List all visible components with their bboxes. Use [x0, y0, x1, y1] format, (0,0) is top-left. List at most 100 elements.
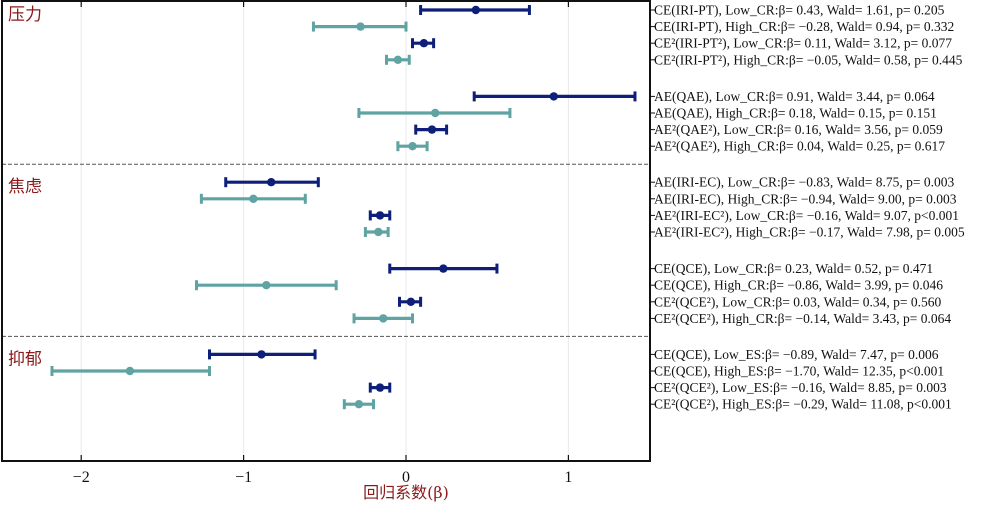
row-stats: β= 0.18, Wald= 0.15,: [771, 106, 889, 121]
point-estimate: [257, 350, 266, 359]
row-term: CE²(QCE²), Low_CR:: [654, 294, 775, 309]
error-bar-low: [368, 382, 392, 393]
row-label: AE²(QAE²), Low_CR:β= 0.16, Wald= 3.56, p…: [654, 122, 943, 137]
row-p-value: p<0.001: [899, 364, 944, 379]
point-estimate: [406, 297, 416, 306]
x-tick-label: 1: [564, 469, 572, 486]
row-label: CE²(QCE²), High_CR:β= −0.14, Wald= 3.43,…: [654, 311, 951, 326]
row-stats: β= −0.89, Wald= 7.47,: [765, 347, 890, 362]
row-p-value: p= 0.617: [897, 139, 945, 154]
row-stats: β= −0.16, Wald= 8.85,: [773, 380, 898, 395]
row-term: CE(QCE), Low_ES:: [654, 347, 765, 362]
x-tick-label: 0: [402, 469, 410, 486]
row-label: CE²(QCE²), High_ES:β= −0.29, Wald= 11.08…: [654, 397, 952, 412]
row-p-value: p= 0.005: [916, 225, 964, 240]
row-label: CE(IRI-PT), High_CR:β= −0.28, Wald= 0.94…: [654, 19, 954, 34]
error-bar-high: [363, 227, 390, 237]
row-stats: β= −0.83, Wald= 8.75,: [781, 175, 906, 190]
error-bar-low: [472, 91, 637, 102]
row-term: AE²(QAE²), Low_CR:: [654, 122, 777, 137]
row-label: CE(IRI-PT), Low_CR:β= 0.43, Wald= 1.61, …: [654, 3, 945, 18]
point-estimate: [375, 211, 385, 220]
point-estimate: [408, 142, 417, 151]
row-label: AE(IRI-EC), Low_CR:β= −0.83, Wald= 8.75,…: [654, 175, 954, 190]
row-stats: β= −0.16, Wald= 9.07,: [789, 208, 914, 223]
point-estimate: [427, 125, 437, 134]
row-term: AE(QAE), High_CR:: [654, 106, 771, 121]
row-term: CE(QCE), High_ES:: [654, 364, 767, 379]
row-term: AE²(QAE²), High_CR:: [654, 139, 779, 154]
row-term: AE(IRI-EC), High_CR:: [654, 191, 783, 206]
row-label: AE(IRI-EC), High_CR:β= −0.94, Wald= 9.00…: [654, 191, 957, 206]
row-stats: β= 0.03, Wald= 0.34,: [775, 294, 893, 309]
x-axis: −2 −1 0 1: [73, 1, 572, 486]
row-label: AE²(IRI-EC²), Low_CR:β= −0.16, Wald= 9.0…: [654, 208, 959, 223]
error-bar-low: [419, 5, 531, 15]
group-separators: [2, 163, 650, 337]
error-bar-high: [396, 141, 429, 152]
row-p-value: p= 0.003: [908, 191, 956, 206]
row-p-value: p<0.001: [914, 208, 959, 223]
row-stats: β= −0.28, Wald= 0.94,: [781, 19, 906, 34]
error-bar-low: [398, 296, 423, 307]
point-estimate: [471, 5, 481, 15]
row-label: CE²(QCE²), Low_ES:β= −0.16, Wald= 8.85, …: [654, 380, 947, 395]
row-term: AE(IRI-EC), Low_CR:: [654, 175, 781, 190]
error-bar-high: [342, 399, 376, 410]
group-label: 抑郁: [8, 349, 42, 369]
row-term: AE²(IRI-EC²), High_CR:: [654, 225, 791, 240]
error-bar-high: [352, 313, 414, 324]
point-estimate: [249, 194, 258, 203]
group-label: 压力: [8, 5, 42, 25]
row-term: CE(IRI-PT), Low_CR:: [654, 3, 779, 18]
row-stats: β= −0.86, Wald= 3.99,: [770, 278, 895, 293]
x-tick-label: −1: [235, 469, 252, 486]
x-axis-label: 回归系数(β): [363, 483, 449, 502]
row-label: AE²(IRI-EC²), High_CR:β= −0.17, Wald= 7.…: [654, 225, 965, 240]
row-term: CE(IRI-PT), High_CR:: [654, 19, 781, 34]
point-estimate: [125, 366, 135, 376]
point-estimate: [393, 55, 403, 64]
row-label: CE(QCE), Low_CR:β= 0.23, Wald= 0.52, p= …: [654, 261, 933, 276]
row-label: CE²(IRI-PT²), Low_CR:β= 0.11, Wald= 3.12…: [654, 36, 952, 51]
point-estimate: [431, 108, 440, 118]
row-term: CE²(QCE²), Low_ES:: [654, 380, 773, 395]
row-label: CE(QCE), High_CR:β= −0.86, Wald= 3.99, p…: [654, 278, 943, 293]
row-label: AE(QAE), Low_CR:β= 0.91, Wald= 3.44, p= …: [654, 89, 935, 104]
row-label: AE(QAE), High_CR:β= 0.18, Wald= 0.15, p=…: [654, 106, 937, 121]
row-stats: β= 0.43, Wald= 1.61,: [779, 3, 897, 18]
error-bar-high: [385, 54, 411, 65]
row-stats: β= 0.23, Wald= 0.52,: [767, 261, 885, 276]
row-stats: β= 0.11, Wald= 3.12,: [787, 36, 904, 51]
row-p-value: p= 0.064: [903, 311, 951, 326]
row-term: AE²(IRI-EC²), Low_CR:: [654, 208, 789, 223]
row-term: CE²(QCE²), High_CR:: [654, 311, 778, 326]
row-p-value: p= 0.003: [898, 380, 946, 395]
row-label: AE²(QAE²), High_CR:β= 0.04, Wald= 0.25, …: [654, 139, 945, 154]
error-bar-low: [388, 263, 499, 274]
point-estimate: [374, 227, 383, 237]
point-estimate: [375, 383, 385, 392]
row-p-value: p= 0.332: [906, 19, 954, 34]
row-p-value: p= 0.560: [893, 294, 941, 309]
point-estimate: [267, 178, 276, 187]
row-label: CE²(QCE²), Low_CR:β= 0.03, Wald= 0.34, p…: [654, 294, 941, 309]
row-term: CE(QCE), High_CR:: [654, 278, 770, 293]
row-term: CE(QCE), Low_CR:: [654, 261, 767, 276]
point-estimate: [356, 22, 365, 31]
point-estimate: [379, 314, 388, 323]
error-bar-low: [368, 210, 392, 221]
row-stats: β= 0.16, Wald= 3.56,: [777, 122, 895, 137]
row-p-value: p= 0.006: [890, 347, 938, 362]
error-bar-low: [410, 38, 436, 49]
point-estimate: [439, 264, 448, 273]
row-stats: β= −0.94, Wald= 9.00,: [783, 191, 908, 206]
row-stats: β= −0.05, Wald= 0.58,: [789, 52, 914, 67]
row-label: CE²(IRI-PT²), High_CR:β= −0.05, Wald= 0.…: [654, 52, 963, 67]
error-bar-high: [311, 21, 408, 32]
row-p-value: p= 0.205: [896, 3, 944, 18]
grid-lines: [80, 1, 569, 461]
error-bar-high: [357, 108, 512, 118]
error-bar-high: [199, 193, 307, 204]
